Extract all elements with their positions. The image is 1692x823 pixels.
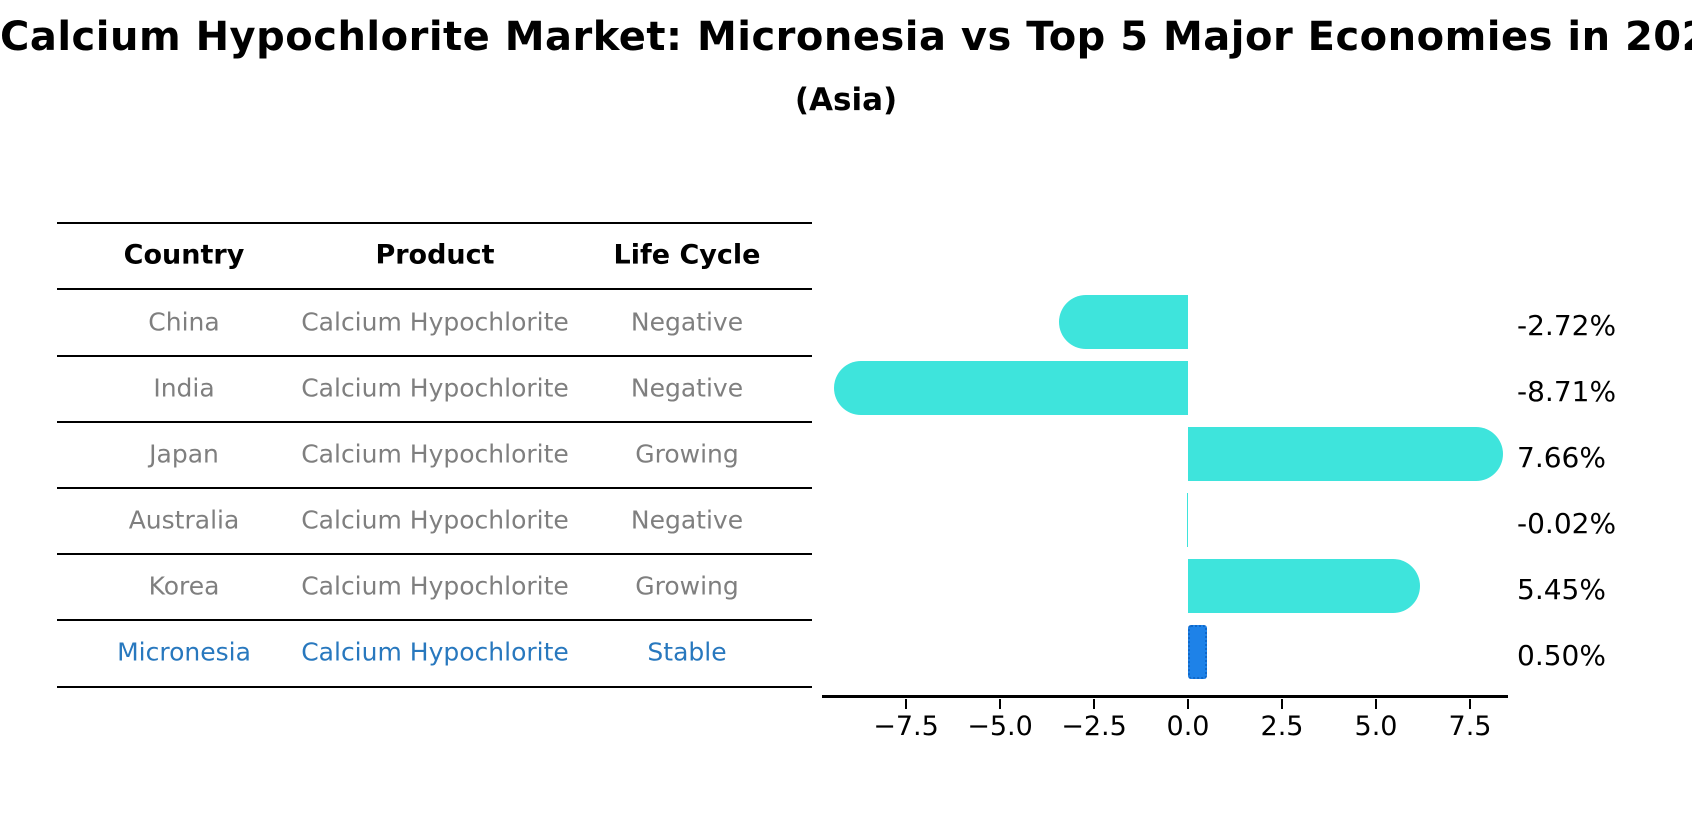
table-cell-life_cycle: Growing xyxy=(635,439,739,469)
x-tick xyxy=(1187,699,1189,709)
table-cell-country: Micronesia xyxy=(117,637,251,667)
x-axis-spine xyxy=(822,695,1508,698)
bar-value-label: 5.45% xyxy=(1517,573,1606,606)
table-rule xyxy=(57,288,812,290)
bar-value-label: 0.50% xyxy=(1517,639,1606,672)
x-tick-label: 7.5 xyxy=(1448,711,1492,742)
table-cell-product: Calcium Hypochlorite xyxy=(301,505,569,535)
table-cell-country: Australia xyxy=(128,505,240,535)
bar-japan xyxy=(1188,427,1504,481)
table-cell-country: India xyxy=(153,373,215,403)
x-tick xyxy=(1281,699,1283,709)
x-tick-label: 2.5 xyxy=(1260,711,1304,742)
table-cell-product: Calcium Hypochlorite xyxy=(301,637,569,667)
table-rule xyxy=(57,686,812,688)
table-header-cell: Life Cycle xyxy=(613,239,761,271)
table-cell-life_cycle: Growing xyxy=(635,571,739,601)
x-tick-label: −5.0 xyxy=(967,711,1033,742)
bar-micronesia xyxy=(1188,625,1207,679)
bar-australia xyxy=(1187,493,1188,547)
table-rule xyxy=(57,222,812,224)
x-tick xyxy=(999,699,1001,709)
bar-value-label: 7.66% xyxy=(1517,441,1606,474)
bar-china xyxy=(1058,295,1188,349)
bar-korea xyxy=(1188,559,1420,613)
table-header-cell: Product xyxy=(375,239,495,271)
table-cell-product: Calcium Hypochlorite xyxy=(301,373,569,403)
x-tick xyxy=(1093,699,1095,709)
table-cell-life_cycle: Negative xyxy=(630,307,744,337)
table-rule xyxy=(57,355,812,357)
x-tick xyxy=(905,699,907,709)
x-tick xyxy=(1375,699,1377,709)
table-cell-country: China xyxy=(148,307,220,337)
table-cell-life_cycle: Stable xyxy=(647,637,727,667)
table-cell-product: Calcium Hypochlorite xyxy=(301,571,569,601)
table-cell-life_cycle: Negative xyxy=(630,505,744,535)
table-cell-life_cycle: Negative xyxy=(630,373,744,403)
x-tick-label: 0.0 xyxy=(1166,711,1210,742)
table-rule xyxy=(57,619,812,621)
bar-value-label: -2.72% xyxy=(1517,309,1617,342)
bar-value-label: -8.71% xyxy=(1517,375,1617,408)
table-rule xyxy=(57,553,812,555)
table-rule xyxy=(57,421,812,423)
x-tick-label: −7.5 xyxy=(873,711,939,742)
chart-subtitle: (Asia) xyxy=(794,82,898,118)
table-cell-product: Calcium Hypochlorite xyxy=(301,307,569,337)
table-header-cell: Country xyxy=(123,239,245,271)
table-rule xyxy=(57,487,812,489)
table-cell-product: Calcium Hypochlorite xyxy=(301,439,569,469)
chart-title: Calcium Hypochlorite Market: Micronesia … xyxy=(0,14,1692,60)
bar-value-label: -0.02% xyxy=(1517,507,1617,540)
bar-india xyxy=(833,361,1188,415)
table-cell-country: Korea xyxy=(148,571,220,601)
x-tick xyxy=(1469,699,1471,709)
x-tick-label: −2.5 xyxy=(1061,711,1127,742)
x-tick-label: 5.0 xyxy=(1354,711,1398,742)
table-cell-country: Japan xyxy=(149,439,219,469)
